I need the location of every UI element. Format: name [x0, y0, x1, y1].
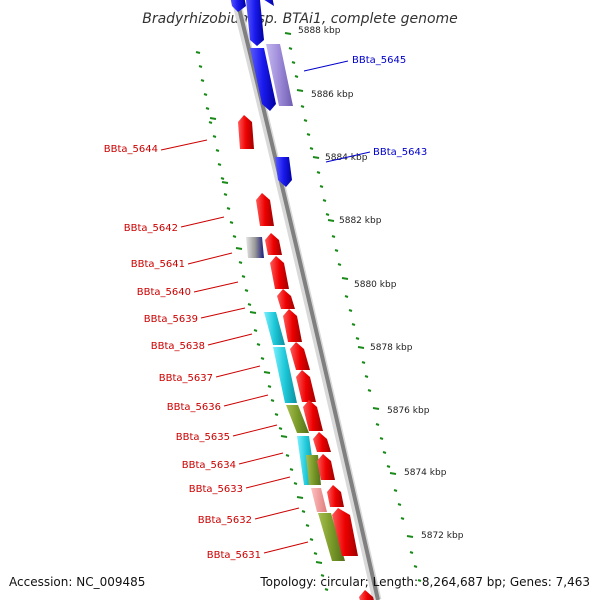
- gene-arrow-forward[interactable]: [313, 432, 331, 452]
- map-title: Bradyrhizobium sp. BTAi1, complete genom…: [142, 11, 458, 27]
- gene-label-bbta-5640[interactable]: BBta_5640: [137, 287, 191, 298]
- kbp-scale-labels: 5888 kbp 5886 kbp 5884 kbp 5882 kbp 5880…: [298, 26, 464, 541]
- gene-arrow-forward[interactable]: [238, 115, 254, 149]
- gene-arrow-forward[interactable]: [277, 289, 295, 309]
- inner-scale-track: [195, 51, 329, 591]
- gene-arrow-forward[interactable]: [290, 342, 310, 370]
- gene-label-bbta-5639[interactable]: BBta_5639: [144, 314, 198, 325]
- forward-genes: [238, 115, 375, 600]
- gene-arrow-reverse[interactable]: [275, 157, 292, 187]
- gene-arrow-forward[interactable]: [283, 309, 302, 342]
- gene-label-bbta-5643[interactable]: BBta_5643: [373, 147, 427, 158]
- leader-line: [160, 139, 208, 151]
- gene-arrow-forward[interactable]: [317, 454, 335, 480]
- gene-arrow-forward[interactable]: [256, 193, 274, 226]
- right-gene-labels: BBta_5645 BBta_5643: [303, 55, 427, 163]
- gene-label-bbta-5645[interactable]: BBta_5645: [352, 55, 406, 66]
- leader-line: [193, 281, 239, 293]
- gene-arrow-forward[interactable]: [327, 485, 344, 507]
- cds-feature: [311, 488, 327, 512]
- leader-line: [325, 151, 371, 163]
- gene-arrow-forward[interactable]: [265, 233, 282, 255]
- leader-line: [245, 476, 291, 489]
- tick-label: 5886 kbp: [311, 90, 354, 100]
- genome-summary-text: Topology: circular; Length: 8,264,687 bp…: [259, 575, 590, 589]
- cds-feature: [266, 44, 293, 106]
- tick-label: 5888 kbp: [298, 26, 341, 36]
- genome-backbone: [235, 0, 380, 600]
- reverse-genes: [230, 0, 292, 187]
- gene-label-bbta-5631[interactable]: BBta_5631: [207, 550, 261, 561]
- gene-label-bbta-5636[interactable]: BBta_5636: [167, 402, 221, 413]
- cds-feature: [264, 312, 285, 345]
- left-gene-labels: BBta_5644 BBta_5642 BBta_5641 BBta_5640 …: [104, 139, 309, 561]
- leader-line: [200, 307, 246, 319]
- leader-line: [232, 424, 278, 437]
- cds-track: [246, 44, 345, 561]
- gene-label-bbta-5638[interactable]: BBta_5638: [151, 341, 205, 352]
- gene-arrow-reverse[interactable]: [246, 0, 264, 46]
- tick-label: 5884 kbp: [325, 153, 368, 163]
- leader-line: [238, 452, 284, 465]
- gene-label-bbta-5642[interactable]: BBta_5642: [124, 223, 178, 234]
- leader-line: [207, 333, 253, 346]
- gene-arrow-forward[interactable]: [270, 256, 289, 289]
- leader-line: [223, 394, 269, 407]
- gene-arrow-reverse[interactable]: [230, 0, 246, 12]
- gene-arrow-reverse[interactable]: [250, 48, 276, 111]
- gene-label-bbta-5632[interactable]: BBta_5632: [198, 515, 252, 526]
- leader-line: [180, 216, 225, 228]
- gene-arrow-forward[interactable]: [296, 370, 316, 402]
- leader-line: [215, 365, 261, 378]
- cds-feature: [318, 513, 345, 561]
- gene-label-bbta-5637[interactable]: BBta_5637: [159, 373, 213, 384]
- cds-feature: [246, 237, 264, 258]
- cds-feature: [286, 405, 309, 433]
- leader-line: [303, 60, 349, 72]
- gene-arrow-reverse[interactable]: [258, 0, 274, 6]
- gene-label-bbta-5641[interactable]: BBta_5641: [131, 259, 185, 270]
- gene-label-bbta-5635[interactable]: BBta_5635: [176, 432, 230, 443]
- accession-text: Accession: NC_009485: [9, 575, 145, 589]
- tick-label: 5880 kbp: [354, 280, 397, 290]
- gene-label-bbta-5644[interactable]: BBta_5644: [104, 144, 158, 155]
- tick-label: 5876 kbp: [387, 406, 430, 416]
- gene-arrow-forward[interactable]: [359, 590, 375, 600]
- gene-label-bbta-5633[interactable]: BBta_5633: [189, 484, 243, 495]
- gene-arrow-forward[interactable]: [303, 400, 323, 431]
- leader-line: [254, 507, 300, 520]
- outer-scale-track: [284, 32, 422, 582]
- tick-label: 5874 kbp: [404, 468, 447, 478]
- tick-label: 5882 kbp: [339, 216, 382, 226]
- tick-label: 5872 kbp: [421, 531, 464, 541]
- gene-label-bbta-5634[interactable]: BBta_5634: [182, 460, 236, 471]
- tick-label: 5878 kbp: [370, 343, 413, 353]
- leader-line: [263, 541, 309, 554]
- gene-arrow-forward[interactable]: [332, 508, 358, 556]
- cds-feature: [306, 455, 321, 485]
- cds-feature: [273, 347, 297, 403]
- leader-line: [187, 252, 233, 265]
